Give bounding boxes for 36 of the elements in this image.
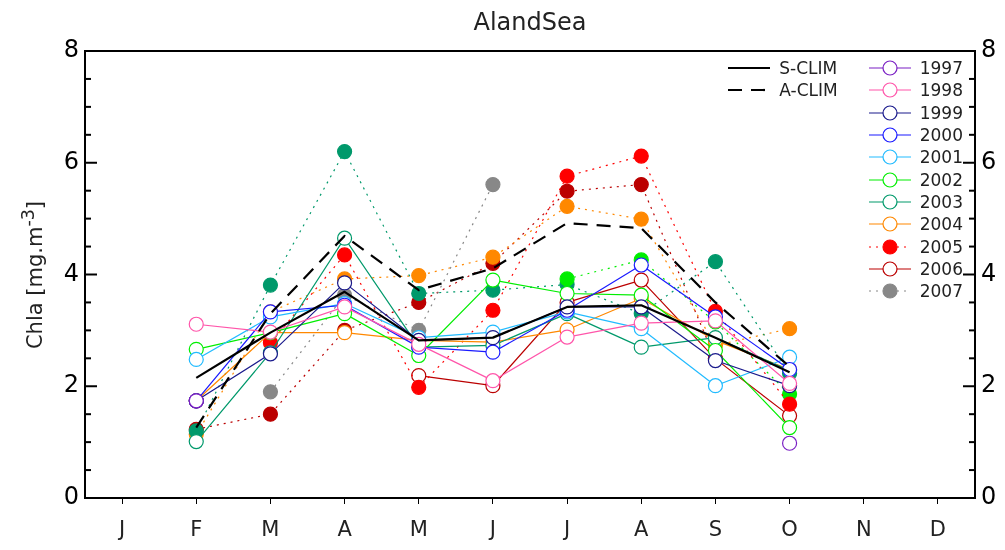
y2-tick-label: 0: [981, 482, 997, 511]
legend-label: 2004: [919, 214, 963, 235]
legend-label: 2003: [919, 191, 963, 212]
y-tick-label: 8: [63, 35, 79, 64]
y-tick-label: 4: [63, 258, 79, 287]
y-tick-label: 0: [63, 482, 79, 511]
x-tick-label: D: [929, 517, 946, 542]
x-tick-label: J: [561, 517, 571, 542]
x-tick-label: O: [781, 517, 798, 542]
x-tick-label: J: [487, 517, 497, 542]
x-tick-label: A: [337, 517, 353, 542]
y-tick-label: 6: [63, 146, 79, 175]
y2-tick-label: 8: [981, 35, 997, 64]
x-tick-label: F: [190, 517, 203, 542]
x-tick-label: N: [855, 517, 872, 542]
chart-title: AlandSea: [472, 8, 588, 36]
x-tick-label: S: [708, 517, 723, 542]
y-tick-label: 2: [63, 370, 79, 399]
legend-label: 1999: [919, 102, 963, 123]
legend-label: 2002: [919, 169, 963, 190]
legend-label: S-CLIM: [779, 58, 838, 79]
y2-tick-label: 6: [981, 146, 997, 175]
legend-label: 2007: [919, 281, 963, 302]
x-tick-label: J: [116, 517, 126, 542]
y2-tick-label: 4: [981, 258, 997, 287]
legend-label: 1998: [919, 80, 963, 101]
y2-tick-label: 2: [981, 370, 997, 399]
legend-label: 2005: [919, 236, 963, 257]
legend-label: 2006: [919, 258, 963, 279]
x-tick-label: M: [261, 517, 280, 542]
legend-label: 2001: [919, 147, 963, 168]
legend-label: 1997: [919, 58, 963, 79]
x-tick-label: A: [634, 517, 650, 542]
x-tick-label: M: [409, 517, 428, 542]
legend-label: 2000: [919, 125, 963, 146]
legend-label: A-CLIM: [779, 80, 838, 101]
